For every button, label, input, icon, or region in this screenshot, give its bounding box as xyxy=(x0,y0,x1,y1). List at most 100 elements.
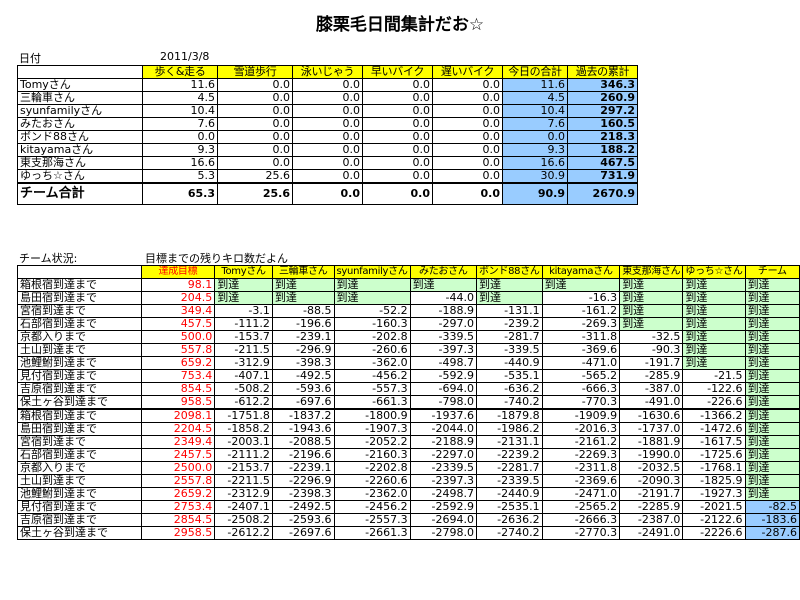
table-row: 宮宿到達まで 2349.4 -2003.1 -2088.5 -2052.2 -2188.9… xyxy=(17,435,800,449)
remaining-cell: -592.9 xyxy=(409,369,477,383)
member-name: ゆっち☆さん xyxy=(17,169,143,184)
remaining-cell: -2285.9 xyxy=(619,500,684,514)
remaining-cell: -2153.7 xyxy=(214,461,273,475)
remaining-cell: -535.1 xyxy=(475,369,543,383)
remaining-cell: -2407.1 xyxy=(214,500,273,514)
table-row: 京都入りまで 500.0 -153.7 -239.1 -202.8 -339.5 -281.… xyxy=(17,330,800,344)
table-cell: 10.4 xyxy=(142,104,218,118)
table-row: syunfamilyさん 10.4 0.0 0.0 0.0 0.0 10.4 297.2 xyxy=(17,104,638,118)
target-distance: 557.8 xyxy=(140,343,216,357)
reached-cell: 到達 xyxy=(744,304,800,318)
table-cell: 0.0 xyxy=(292,117,363,131)
column-header: 雪道歩行 xyxy=(217,65,293,79)
remaining-cell: -2016.3 xyxy=(541,422,621,436)
reached-cell: 到達 xyxy=(744,382,800,396)
milestone-name: 島田宿到達まで xyxy=(17,422,142,436)
table-row: ゆっち☆さん 5.3 25.6 0.0 0.0 0.0 30.9 731.9 xyxy=(17,169,638,184)
table-cell: 0.0 xyxy=(217,130,293,144)
remaining-cell: -508.2 xyxy=(214,382,273,396)
table-cell: 297.2 xyxy=(567,104,638,118)
column-header: 三輪車さん xyxy=(271,265,335,279)
reached-cell: 到達 xyxy=(744,408,800,423)
remaining-cell: -88.5 xyxy=(271,304,335,318)
column-header: 泳いじゃう xyxy=(292,65,363,79)
remaining-cell: -161.2 xyxy=(541,304,621,318)
milestone-name: 箱根宿到達まで xyxy=(17,278,142,292)
reached-cell: 到達 xyxy=(214,291,273,305)
milestone-name: 土山到達まで xyxy=(17,474,142,488)
milestone-name: 吉原宿到達まで xyxy=(17,382,142,396)
remaining-cell: -2052.2 xyxy=(333,435,411,449)
table-cell: 10.4 xyxy=(502,104,568,118)
reached-cell: 到達 xyxy=(682,356,746,370)
reached-cell: 到達 xyxy=(475,291,543,305)
table-cell: 0.0 xyxy=(217,117,293,131)
reached-cell: 到達 xyxy=(744,330,800,344)
table-cell: 5.3 xyxy=(142,169,218,184)
table-cell: 0.0 xyxy=(217,104,293,118)
member-name: kitayamaさん xyxy=(17,143,143,157)
reached-cell: 到達 xyxy=(744,487,800,501)
remaining-cell: -2387.0 xyxy=(619,513,684,527)
milestone-name: 箱根宿到達まで xyxy=(17,408,142,423)
target-distance: 500.0 xyxy=(140,330,216,344)
milestone-name: 池鯉鮒到達まで xyxy=(17,356,142,370)
column-header: 遅いバイク xyxy=(432,65,503,79)
reached-cell: 到達 xyxy=(475,278,543,292)
remaining-cell: -2003.1 xyxy=(214,435,273,449)
table-row: Tomyさん 11.6 0.0 0.0 0.0 0.0 11.6 346.3 xyxy=(17,78,638,92)
table-row: 土山到達まで 557.8 -211.5 -296.9 -260.6 -397.3 -339.… xyxy=(17,343,800,357)
milestone-name: 島田宿到達まで xyxy=(17,291,142,305)
remaining-cell: -2021.5 xyxy=(682,500,746,514)
target-distance: 457.5 xyxy=(140,317,216,331)
total-cell: 90.9 xyxy=(502,182,568,205)
target-distance: 2854.5 xyxy=(140,513,216,527)
date-label: 日付 xyxy=(19,52,41,65)
reached-cell: 到達 xyxy=(744,461,800,475)
column-header: 今日の合計 xyxy=(502,65,568,79)
target-distance: 2557.8 xyxy=(140,474,216,488)
table-cell: 0.0 xyxy=(362,130,433,144)
table-row: 箱根宿到達まで 98.1 到達 到達 到達 到達 到達 到達 到達 到達 到達 xyxy=(17,278,800,292)
remaining-cell: -2211.5 xyxy=(214,474,273,488)
remaining-cell: -2491.0 xyxy=(619,526,684,540)
table-cell: 0.0 xyxy=(292,78,363,92)
remaining-cell: -2239.2 xyxy=(475,448,543,462)
table-cell: 7.6 xyxy=(502,117,568,131)
table-cell: 0.0 xyxy=(362,91,433,105)
remaining-cell: -2440.9 xyxy=(475,487,543,501)
remaining-cell: -2296.9 xyxy=(271,474,335,488)
table-cell: 160.5 xyxy=(567,117,638,131)
table-row: 保土ヶ谷到達まで 958.5 -612.2 -697.6 -661.3 -798.0 -74… xyxy=(17,395,800,410)
remaining-cell: -2694.0 xyxy=(409,513,477,527)
remaining-cell: -407.1 xyxy=(214,369,273,383)
member-name: 東支那海さん xyxy=(17,156,143,170)
table-row: 池鯉鮒到達まで 659.2 -312.9 -398.3 -362.0 -498.7 -440… xyxy=(17,356,800,370)
remaining-cell: -1927.3 xyxy=(682,487,746,501)
remaining-cell: -2557.3 xyxy=(333,513,411,527)
remaining-cell: -593.6 xyxy=(271,382,335,396)
remaining-cell: -2362.0 xyxy=(333,487,411,501)
remaining-cell: -636.2 xyxy=(475,382,543,396)
milestone-name: 京都入りまで xyxy=(17,330,142,344)
target-distance: 2659.2 xyxy=(140,487,216,501)
reached-cell: 到達 xyxy=(682,304,746,318)
remaining-cell: -202.8 xyxy=(333,330,411,344)
remaining-cell: -1879.8 xyxy=(475,408,543,423)
total-label: チーム合計 xyxy=(17,182,143,205)
remaining-cell: -296.9 xyxy=(271,343,335,357)
target-distance: 753.4 xyxy=(140,369,216,383)
table-row: 見付宿到達まで 2753.4 -2407.1 -2492.5 -2456.2 -2592.… xyxy=(17,500,800,514)
table-row: 吉原宿到達まで 854.5 -508.2 -593.6 -557.3 -694.0 -636… xyxy=(17,382,800,396)
remaining-cell: -1630.6 xyxy=(619,408,684,423)
reached-cell: 到達 xyxy=(214,278,273,292)
remaining-cell: -339.5 xyxy=(475,343,543,357)
reached-cell: 到達 xyxy=(744,369,800,383)
remaining-cell: -362.0 xyxy=(333,356,411,370)
member-name: みたおさん xyxy=(17,117,143,131)
reached-cell: 到達 xyxy=(744,448,800,462)
remaining-cell: -191.7 xyxy=(619,356,684,370)
table-cell: 260.9 xyxy=(567,91,638,105)
table-row: 保土ヶ谷到達まで 2958.5 -2612.2 -2697.6 -2661.3 -2798… xyxy=(17,526,800,540)
table-cell: 0.0 xyxy=(432,117,503,131)
